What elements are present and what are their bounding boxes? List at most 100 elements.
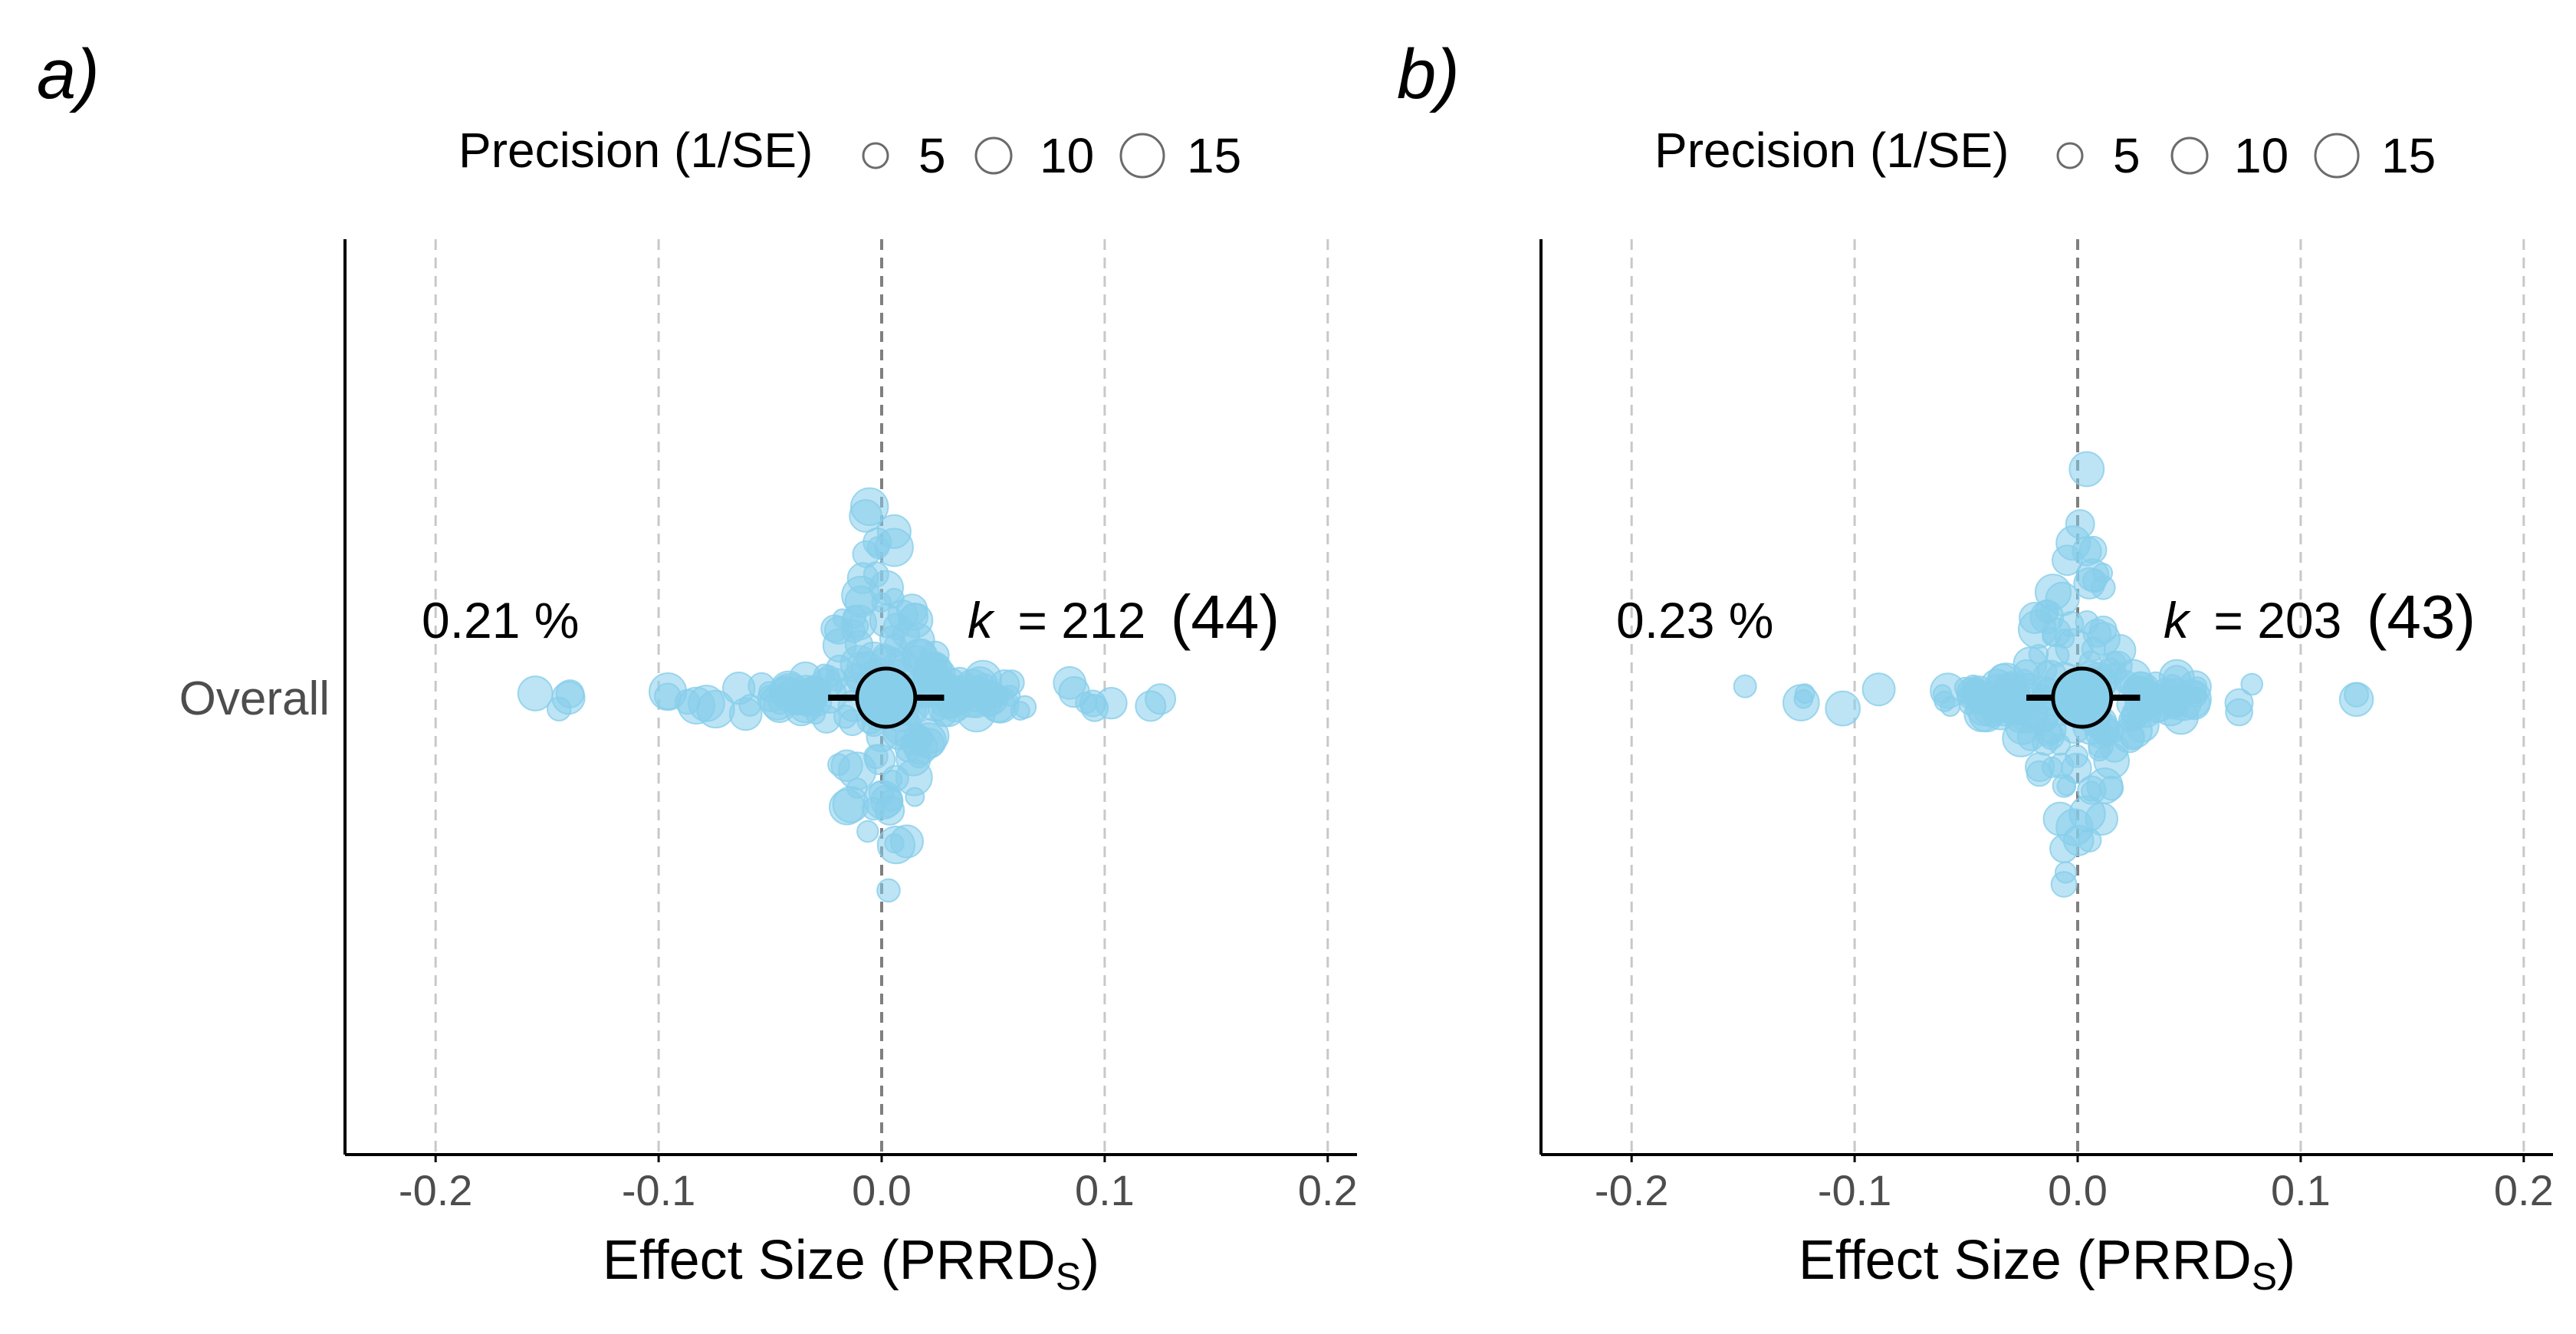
x-tick-label: 0.0 bbox=[2048, 1166, 2108, 1214]
legend-a-title: Precision (1/SE) bbox=[458, 123, 813, 178]
panel-b-label: b) bbox=[1397, 35, 1460, 113]
data-point bbox=[2078, 535, 2108, 564]
x-tick-label: -0.1 bbox=[622, 1166, 696, 1214]
data-point bbox=[2240, 672, 2263, 696]
pooled-estimate-point bbox=[2051, 666, 2114, 729]
x-axis-title-a: Effect Size (PRRDS) bbox=[603, 1230, 1099, 1298]
data-point bbox=[839, 708, 866, 737]
x-axis-title-b: Effect Size (PRRDS) bbox=[1799, 1230, 2295, 1298]
x-tick-label: 0.2 bbox=[2494, 1166, 2554, 1214]
legend-a-circle-10 bbox=[974, 136, 1013, 175]
data-point bbox=[2103, 650, 2133, 681]
x-axis-title-a-close: ) bbox=[1081, 1230, 1099, 1291]
legend-b-label-10: 10 bbox=[2234, 128, 2288, 183]
x-axis-title-b-close: ) bbox=[2277, 1230, 2295, 1291]
data-point bbox=[1145, 683, 1177, 715]
x-tick-label: 0.1 bbox=[2271, 1166, 2331, 1214]
data-point bbox=[987, 685, 1009, 707]
data-point bbox=[883, 587, 905, 609]
k-symbol-a: k bbox=[968, 592, 995, 649]
x-tick-label: 0.1 bbox=[1075, 1166, 1135, 1214]
data-point bbox=[1825, 690, 1861, 727]
data-point bbox=[2025, 751, 2055, 783]
panel-a: a) Precision (1/SE) 5 10 15 -0.2 -0.1 0.0 0… bbox=[37, 35, 1358, 1298]
data-point bbox=[551, 681, 586, 715]
pooled-estimate-point bbox=[855, 666, 918, 729]
data-point bbox=[876, 878, 901, 903]
k-group-a: (44) bbox=[1171, 583, 1280, 651]
data-point bbox=[2062, 824, 2095, 856]
legend-a-label-10: 10 bbox=[1040, 128, 1094, 183]
data-point bbox=[789, 661, 823, 695]
data-point bbox=[2068, 451, 2105, 488]
data-point bbox=[955, 683, 989, 718]
panel-a-label: a) bbox=[37, 35, 100, 113]
data-point bbox=[1058, 675, 1090, 708]
k-value-b: = 203 bbox=[2213, 592, 2341, 649]
legend-a-circle-15 bbox=[1119, 133, 1165, 179]
x-axis-title-a-sub: S bbox=[1056, 1255, 1081, 1298]
grid-b bbox=[1630, 239, 2525, 1155]
x-axis-title-a-main: Effect Size (PRRD bbox=[603, 1230, 1056, 1291]
data-point bbox=[2034, 719, 2062, 747]
k-group-b: (43) bbox=[2367, 583, 2476, 651]
x-ticks-a: -0.2 -0.1 0.0 0.1 0.2 bbox=[399, 1155, 1358, 1214]
x-axis-title-b-sub: S bbox=[2252, 1255, 2277, 1298]
estimate-a bbox=[828, 666, 945, 729]
data-point bbox=[846, 614, 869, 638]
data-point bbox=[2050, 871, 2078, 898]
x-tick-label: -0.2 bbox=[1595, 1166, 1669, 1214]
x-tick-label: -0.2 bbox=[399, 1166, 473, 1214]
k-annotation-b: k = 203 (43) bbox=[2164, 583, 2476, 651]
data-point bbox=[2344, 682, 2370, 708]
legend-b-circle-5 bbox=[2056, 142, 2084, 169]
data-point bbox=[1861, 672, 1896, 707]
k-annotation-a: k = 212 (44) bbox=[968, 583, 1280, 651]
estimate-b bbox=[2026, 666, 2141, 729]
k-value-a: = 212 bbox=[1017, 592, 1145, 649]
data-point bbox=[2055, 628, 2094, 667]
data-point bbox=[2125, 671, 2157, 702]
x-tick-label: 0.2 bbox=[1298, 1166, 1358, 1214]
data-point bbox=[856, 820, 879, 843]
data-point bbox=[1013, 695, 1037, 719]
x-tick-label: 0.0 bbox=[852, 1166, 912, 1214]
data-point bbox=[868, 780, 895, 807]
points-b bbox=[1733, 451, 2374, 898]
data-point bbox=[2042, 801, 2078, 836]
legend-a-label-5: 5 bbox=[918, 128, 946, 183]
data-point bbox=[674, 688, 701, 715]
data-point bbox=[1934, 690, 1956, 712]
x-tick-label: -0.1 bbox=[1818, 1166, 1892, 1214]
legend-b-label-15: 15 bbox=[2381, 128, 2436, 183]
data-point bbox=[849, 499, 882, 533]
data-point bbox=[889, 824, 925, 859]
data-point bbox=[2034, 573, 2072, 611]
data-point bbox=[1973, 690, 2010, 728]
legend-b-circle-15 bbox=[2314, 133, 2360, 179]
data-point bbox=[2225, 698, 2253, 727]
legend-a-label-15: 15 bbox=[1187, 128, 1241, 183]
legend-b-title: Precision (1/SE) bbox=[1654, 123, 2009, 178]
data-point bbox=[832, 786, 869, 823]
data-point bbox=[901, 639, 938, 675]
k-symbol-b: k bbox=[2164, 592, 2191, 649]
data-point bbox=[2085, 802, 2118, 836]
legend-a: Precision (1/SE) 5 10 15 bbox=[458, 123, 1241, 183]
y-category-label-a: Overall bbox=[179, 672, 330, 725]
data-point bbox=[2183, 681, 2207, 705]
data-point bbox=[2065, 744, 2089, 768]
data-point bbox=[2042, 626, 2062, 647]
data-point bbox=[864, 744, 896, 776]
data-point bbox=[2077, 775, 2107, 805]
legend-b-circle-10 bbox=[2170, 136, 2209, 175]
data-point bbox=[830, 749, 863, 782]
legend-b-label-5: 5 bbox=[2113, 128, 2141, 183]
heterogeneity-annotation-b: 0.23 % bbox=[1616, 592, 1773, 649]
legend-b: Precision (1/SE) 5 10 15 bbox=[1654, 123, 2436, 183]
data-point bbox=[728, 697, 763, 731]
data-point bbox=[846, 562, 879, 594]
data-point bbox=[696, 689, 735, 729]
legend-a-circle-5 bbox=[862, 142, 889, 169]
data-point bbox=[866, 536, 890, 560]
